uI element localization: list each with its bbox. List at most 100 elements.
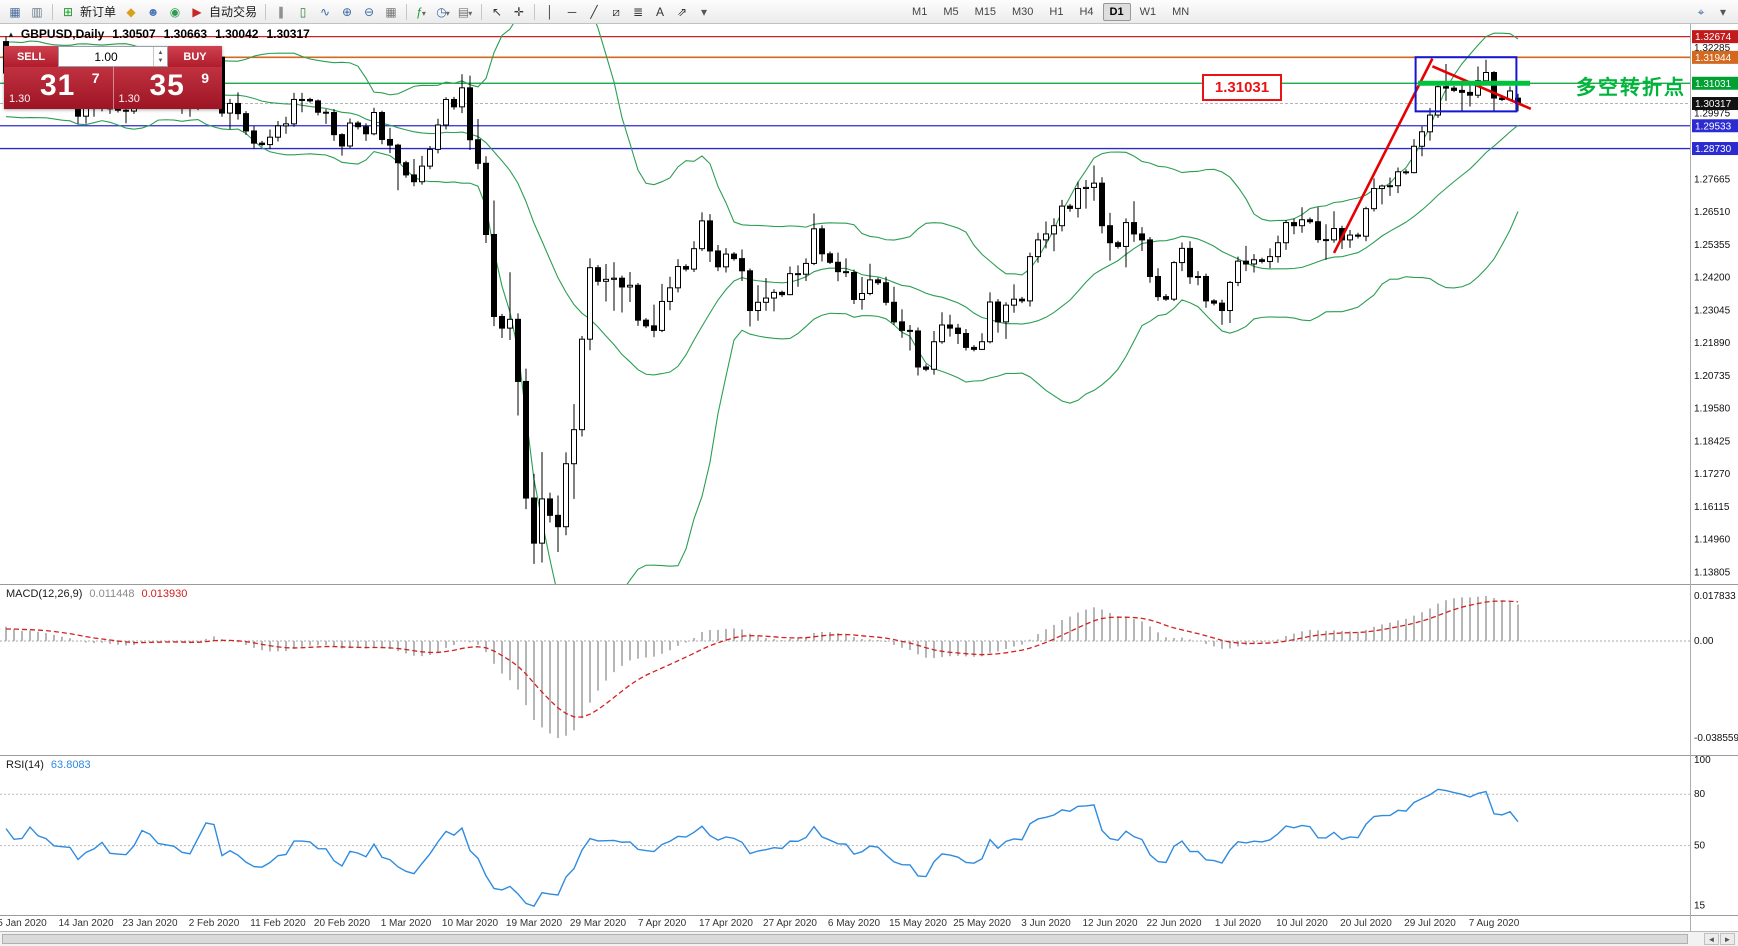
zoom-out-button[interactable]: ⊖ (359, 2, 379, 22)
macd-header: MACD(12,26,9) 0.011448 0.013930 (6, 588, 187, 600)
quick-search-icon[interactable]: ⌖ (1697, 4, 1705, 19)
sell-button[interactable]: SELL (4, 46, 58, 67)
scroll-right-icon[interactable]: ► (1720, 933, 1735, 945)
price-grid-label: 1.27665 (1694, 174, 1731, 185)
date-label: 20 Feb 2020 (314, 918, 371, 929)
macd-max-label: 0.017833 (1694, 591, 1736, 602)
macd-zero-label: 0.00 (1694, 636, 1714, 647)
periods-menu-icon: ◷ (436, 4, 447, 19)
horizontal-line-tool-icon: ─ (567, 4, 577, 19)
date-label: 5 Jan 2020 (0, 918, 47, 929)
timeframe-W1[interactable]: W1 (1139, 5, 1157, 18)
bollinger-lower-band (5, 116, 1519, 584)
price-level-callout[interactable]: 1.31031 (1202, 74, 1282, 101)
accounts-button[interactable]: ☻ (143, 2, 163, 22)
candlestick-mode-button[interactable]: ▯ (293, 2, 313, 22)
volume-field[interactable]: 1.00 ▲ ▼ (58, 46, 168, 67)
timeframe-MN[interactable]: MN (1172, 5, 1190, 18)
toolbar-menu-icon[interactable]: ▾ (1719, 4, 1727, 19)
chart-profiles-button[interactable]: ▥ (27, 2, 47, 22)
date-label: 10 Mar 2020 (442, 918, 499, 929)
rsi-panel (0, 788, 1690, 907)
community-icon: ◉ (169, 4, 181, 19)
bar-chart-mode-button[interactable]: ∥ (271, 2, 291, 22)
one-click-trading-panel: SELL 1.00 ▲ ▼ BUY 1.30 31 7 1.30 35 9 (4, 46, 222, 109)
timeframe-H4[interactable]: H4 (1079, 5, 1094, 18)
timeframe-M5[interactable]: M5 (943, 5, 959, 18)
autotrading-button[interactable]: ▶ (187, 2, 207, 22)
buy-price-display[interactable]: 1.30 35 9 (113, 67, 222, 109)
volume-up-icon[interactable]: ▲ (157, 49, 164, 56)
new-order-button[interactable]: ⊞ (58, 2, 78, 22)
date-label: 6 May 2020 (828, 918, 881, 929)
timeframe-D1[interactable]: D1 (1102, 2, 1131, 21)
chevron-down-icon: ▾ (468, 8, 473, 18)
new-chart-button[interactable]: ▦ (5, 2, 25, 22)
arrows-tool-button[interactable]: ⇗ (672, 2, 692, 22)
zoom-out-icon: ⊖ (364, 4, 375, 19)
trend-line-2 (1431, 65, 1532, 111)
timeframe-toolbar: M1 M5 M15 M30 H1 H4 D1 W1 MN (905, 2, 1196, 21)
date-label: 1 Mar 2020 (381, 918, 432, 929)
date-label: 3 Jun 2020 (1021, 918, 1071, 929)
data-history-button[interactable]: ◆ (121, 2, 141, 22)
vertical-line-tool-button[interactable]: │ (540, 2, 560, 22)
price-grid-label: 1.26510 (1694, 207, 1731, 218)
fibonacci-tool-button[interactable]: ≣ (628, 2, 648, 22)
channel-tool-button[interactable]: ⧄ (606, 2, 626, 22)
chart-profiles-icon: ▥ (31, 4, 43, 19)
trendline-tool-button[interactable]: ╱ (584, 2, 604, 22)
volume-value[interactable]: 1.00 (94, 49, 118, 64)
crosshair-tool-button[interactable]: ✛ (509, 2, 529, 22)
line-chart-mode-button[interactable]: ∿ (315, 2, 335, 22)
date-label: 7 Apr 2020 (638, 918, 687, 929)
cursor-tool-button[interactable]: ↖ (487, 2, 507, 22)
timeframe-H1[interactable]: H1 (1049, 5, 1064, 18)
shapes-menu-button[interactable]: ▾ (694, 2, 714, 22)
price-badge (1692, 142, 1738, 156)
indicators-menu-button[interactable]: ƒ▾ (412, 2, 432, 22)
timeframe-M1[interactable]: M1 (912, 5, 928, 18)
zoom-in-icon: ⊕ (342, 4, 353, 19)
rsi-header: RSI(14) 63.8083 (6, 759, 91, 771)
oneclick-collapse-icon[interactable]: ▲ (7, 29, 15, 39)
volume-stepper[interactable]: ▲ ▼ (153, 47, 167, 66)
new-chart-icon: ▦ (9, 4, 21, 19)
rsi-panel-splitter[interactable] (0, 755, 1738, 756)
volume-down-icon[interactable]: ▼ (157, 57, 164, 64)
chart-horizontal-scrollbar[interactable]: ◄ ► (0, 931, 1738, 946)
periods-menu-button[interactable]: ◷▾ (434, 2, 454, 22)
scrollbar-thumb[interactable] (2, 934, 1688, 944)
turning-point-annotation[interactable]: 多空转折点 (1576, 77, 1686, 99)
community-button[interactable]: ◉ (165, 2, 185, 22)
date-label: 22 Jun 2020 (1146, 918, 1201, 929)
tile-windows-button[interactable]: ▦ (381, 2, 401, 22)
horizontal-line-tool-button[interactable]: ─ (562, 2, 582, 22)
date-label: 23 Jan 2020 (122, 918, 177, 929)
price-grid-label: 1.16115 (1694, 502, 1730, 513)
trend-line-1 (1332, 58, 1434, 254)
chevron-down-icon: ▾ (445, 8, 450, 18)
timeframe-M30[interactable]: M30 (1012, 5, 1034, 18)
price-badge-label: 1.32674 (1695, 32, 1732, 43)
sell-price-display[interactable]: 1.30 31 7 (4, 67, 114, 109)
timeframe-M15[interactable]: M15 (974, 5, 996, 18)
price-badge-label: 1.31031 (1695, 79, 1732, 90)
price-badge-label: 1.30317 (1695, 99, 1732, 110)
templates-menu-button[interactable]: ▤▾ (456, 2, 476, 22)
scroll-left-icon[interactable]: ◄ (1704, 933, 1719, 945)
zoom-in-button[interactable]: ⊕ (337, 2, 357, 22)
new-order-label[interactable]: 新订单 (80, 5, 117, 19)
low-value: 1.30042 (215, 27, 259, 41)
price-grid-label: 1.25355 (1694, 240, 1731, 251)
autotrading-label[interactable]: 自动交易 (209, 5, 258, 19)
price-badge (1692, 50, 1738, 64)
buy-button[interactable]: BUY (168, 46, 222, 67)
macd-panel-splitter[interactable] (0, 584, 1738, 585)
bollinger-middle-band (5, 78, 1519, 376)
price-badge (1692, 97, 1738, 111)
text-tool-button[interactable]: A (650, 2, 670, 22)
fibonacci-tool-icon: ≣ (633, 4, 644, 19)
